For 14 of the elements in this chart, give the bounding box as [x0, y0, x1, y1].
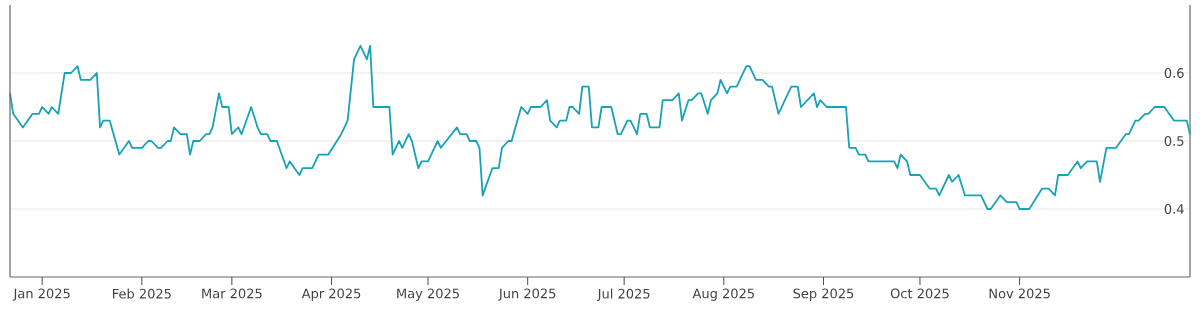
x-tick-label: Mar 2025 — [202, 288, 262, 299]
x-tick-label: Jun 2025 — [498, 288, 556, 301]
x-tick-label: Feb 2025 — [112, 288, 171, 299]
x-tick-label: Sep 2025 — [793, 288, 854, 301]
x-tick-label: Apr 2025 — [301, 288, 361, 301]
x-tick-label: Oct 2025 — [890, 288, 949, 299]
y-tick-label: 0.5 — [1164, 136, 1184, 146]
x-tick-label: Nov 2025 — [989, 288, 1050, 299]
y-tick-label: 0.4 — [1164, 204, 1184, 214]
x-tick-label: Aug 2025 — [692, 288, 754, 301]
x-tick-label: Jan 2025 — [12, 288, 70, 301]
x-tick-label: May 2025 — [397, 288, 459, 301]
x-tick-label: Jul 2025 — [597, 288, 650, 302]
y-tick-label: 0.6 — [1164, 68, 1184, 78]
